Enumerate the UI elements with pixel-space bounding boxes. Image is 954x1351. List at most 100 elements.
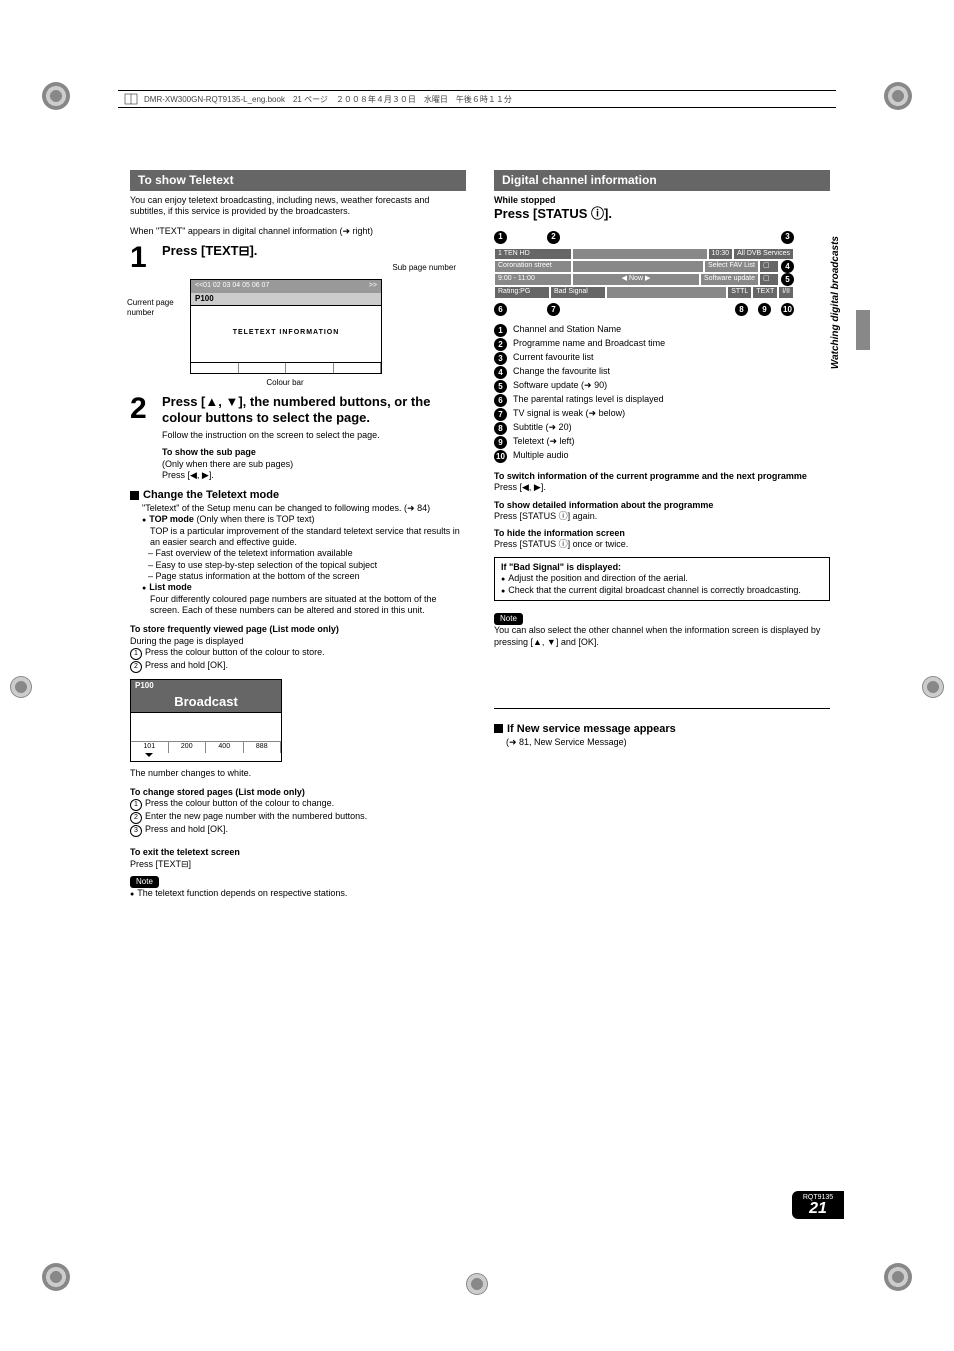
bcast-row: 101 200 400 888 xyxy=(131,741,281,753)
bad-heading: If "Bad Signal" is displayed: xyxy=(501,562,823,573)
cp-2: 2Enter the new page number with the numb… xyxy=(130,811,466,824)
legend-item: The parental ratings level is displayed xyxy=(513,394,664,405)
rating-chip: Rating:PG xyxy=(495,287,549,298)
press-status: Press [STATUS ⓘ]. xyxy=(494,206,830,222)
cp-3: 3Press and hold [OK]. xyxy=(130,824,466,837)
store-step-2: 2Press and hold [OK]. xyxy=(130,660,466,673)
teletext-diagram: Sub page number Current page number <<01… xyxy=(130,279,466,388)
exit-heading: To exit the teletext screen xyxy=(130,847,466,858)
registration-mark-icon xyxy=(10,676,32,698)
intro-text: You can enjoy teletext broadcasting, inc… xyxy=(130,195,466,218)
bcast-cell: 400 xyxy=(206,741,244,753)
bcast-cell: 200 xyxy=(169,741,207,753)
note-body: You can also select the other channel wh… xyxy=(494,625,830,648)
clock-chip: 10:30 xyxy=(709,249,733,260)
legend-list: 1Channel and Station Name 2Programme nam… xyxy=(494,324,830,463)
content-area: To show Teletext You can enjoy teletext … xyxy=(130,170,830,900)
hide-heading: To hide the information screen xyxy=(494,528,830,539)
sttl-chip: STTL xyxy=(728,287,751,298)
services-chip: All DVB Services xyxy=(734,249,793,260)
subpage-press: Press [◀, ▶]. xyxy=(162,470,466,481)
bcast-cell: 101 xyxy=(131,741,169,753)
audio-chip: I/II xyxy=(779,287,793,298)
callout-1-icon: 1 xyxy=(494,231,507,244)
step-title: Press [TEXT⊟]. xyxy=(162,243,466,259)
bad-item: Adjust the position and direction of the… xyxy=(501,573,823,585)
ttx-colour-bars xyxy=(191,363,381,373)
timerange-chip: 9:00 - 11:00 xyxy=(495,274,571,285)
store-step-1: 1Press the colour button of the colour t… xyxy=(130,647,466,660)
registration-mark-icon xyxy=(884,82,912,110)
legend-item: Channel and Station Name xyxy=(513,324,621,335)
list-mode-desc: Four differently coloured page numbers a… xyxy=(142,594,466,617)
registration-mark-icon xyxy=(884,1263,912,1291)
registration-mark-icon xyxy=(466,1273,488,1295)
top-mode-d2: Easy to use step-by-step selection of th… xyxy=(142,560,466,571)
top-mode-desc: TOP is a particular improvement of the s… xyxy=(142,526,466,549)
callout-2-icon: 2 xyxy=(547,231,560,244)
badsignal-chip: Bad Signal xyxy=(551,287,605,298)
note-label: Note xyxy=(130,876,159,888)
callout-4-icon: 4 xyxy=(781,260,794,273)
legend-item: TV signal is weak (➜ below) xyxy=(513,408,625,419)
subpage-label: Sub page number xyxy=(392,263,456,273)
note-label: Note xyxy=(494,613,523,625)
ttx-p100: P100 xyxy=(191,293,381,305)
text-chip: TEXT xyxy=(753,287,777,298)
change-intro: "Teletext" of the Setup menu can be chan… xyxy=(142,503,466,514)
legend-item: Teletext (➜ left) xyxy=(513,436,575,447)
step-desc: Follow the instruction on the screen to … xyxy=(162,430,466,441)
store-heading: To store frequently viewed page (List mo… xyxy=(130,624,466,635)
legend-item: Current favourite list xyxy=(513,352,594,363)
exit-body: Press [TEXT⊟] xyxy=(130,859,466,870)
change-pages-heading: To change stored pages (List mode only) xyxy=(130,787,466,798)
condition-text: When "TEXT" appears in digital channel i… xyxy=(130,226,466,237)
current-page-label: Current page number xyxy=(127,298,185,318)
store-pre: During the page is displayed xyxy=(130,636,466,647)
ttx-codes: <<01 02 03 04 05 06 07 xyxy=(195,282,269,289)
callout-8-icon: 8 xyxy=(735,303,748,316)
ttx-mid: TELETEXT INFORMATION xyxy=(191,305,381,363)
top-mode-d1: Fast overview of the teletext informatio… xyxy=(142,548,466,559)
thumb-index-icon xyxy=(856,310,870,350)
page-number-tab: RQT9135 21 xyxy=(792,1191,844,1219)
manual-page: DMR-XW300GN-RQT9135-L_eng.book 21 ページ ２０… xyxy=(0,0,954,1351)
divider xyxy=(494,708,830,715)
while-stopped: While stopped xyxy=(494,195,830,206)
change-mode-heading: Change the Teletext mode xyxy=(130,489,466,503)
bcast-cell: 888 xyxy=(244,741,282,753)
subpage-cond: (Only when there are sub pages) xyxy=(162,459,466,470)
switch-heading: To switch information of the current pro… xyxy=(494,471,830,482)
subpage-heading: To show the sub page xyxy=(162,447,466,458)
detail-heading: To show detailed information about the p… xyxy=(494,500,830,511)
channel-chip: 1 TEN HD xyxy=(495,249,571,260)
callout-9-icon: 9 xyxy=(758,303,771,316)
new-service-heading: If New service message appears xyxy=(494,723,830,737)
header-text: DMR-XW300GN-RQT9135-L_eng.book 21 ページ ２０… xyxy=(144,94,512,105)
side-tab: Watching digital broadcasts xyxy=(830,236,843,369)
registration-mark-icon xyxy=(42,82,70,110)
programme-chip: Coronation street xyxy=(495,261,571,272)
change-mode-body: "Teletext" of the Setup menu can be chan… xyxy=(130,503,466,617)
callout-3-icon: 3 xyxy=(781,231,794,244)
section-heading: Digital channel information xyxy=(494,170,830,191)
bad-item: Check that the current digital broadcast… xyxy=(501,585,823,597)
step-number: 1 xyxy=(130,243,152,273)
fav-chip: Select FAV List xyxy=(705,261,758,272)
framemaker-header: DMR-XW300GN-RQT9135-L_eng.book 21 ページ ２０… xyxy=(118,90,836,108)
now-chip: ◀ Now ▶ xyxy=(573,274,699,285)
legend-item: Programme name and Broadcast time xyxy=(513,338,665,349)
swupdate-chip: Software update xyxy=(701,274,758,285)
bcast-title: Broadcast xyxy=(131,692,281,712)
num-changes-text: The number changes to white. xyxy=(130,768,466,779)
callout-6-icon: 6 xyxy=(494,303,507,316)
top-mode: TOP mode (Only when there is TOP text) xyxy=(142,514,466,526)
step-2: 2 Press [▲, ▼], the numbered buttons, or… xyxy=(130,394,466,482)
detail-body: Press [STATUS ⓘ] again. xyxy=(494,511,830,522)
legend-item: Change the favourite list xyxy=(513,366,610,377)
book-icon xyxy=(124,93,138,105)
top-mode-d3: Page status information at the bottom of… xyxy=(142,571,466,582)
registration-mark-icon xyxy=(42,1263,70,1291)
list-mode: List mode xyxy=(142,582,466,594)
registration-mark-icon xyxy=(922,676,944,698)
